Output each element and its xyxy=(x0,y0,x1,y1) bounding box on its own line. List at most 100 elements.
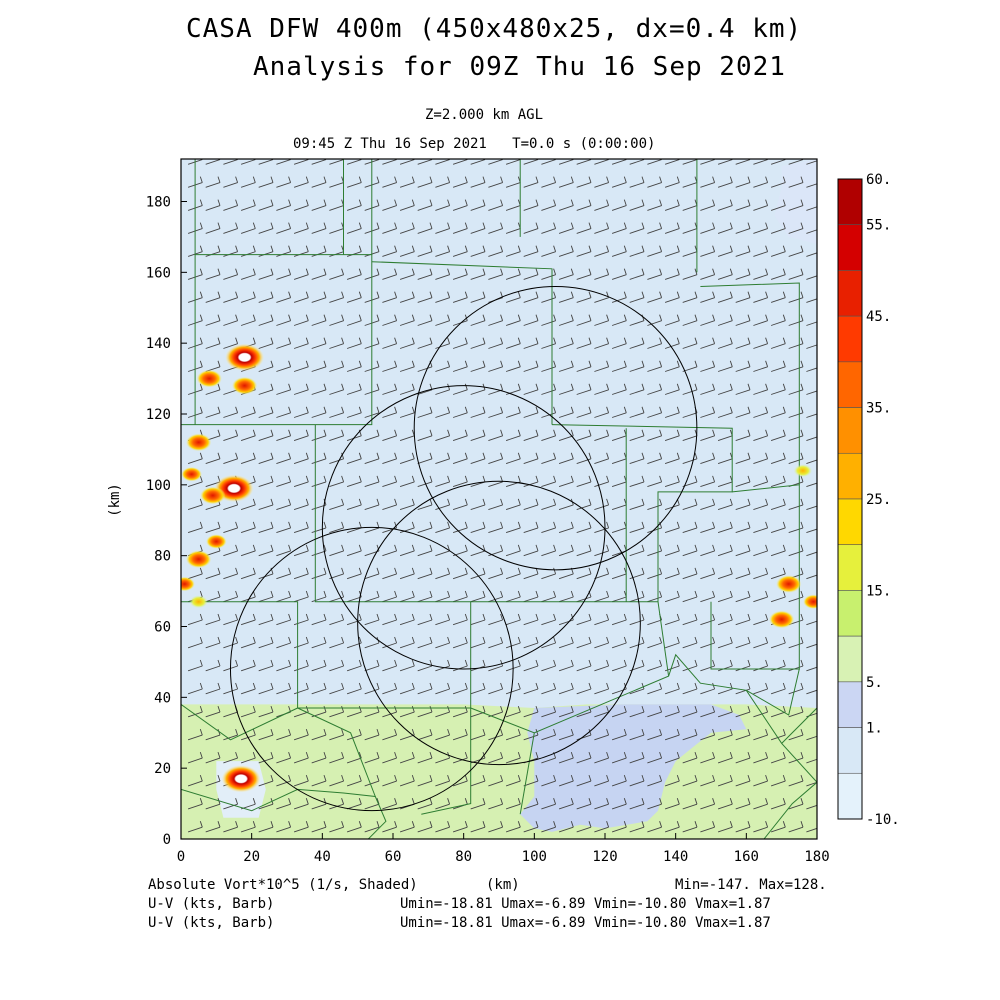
barb-flag xyxy=(819,453,821,459)
barb-flag xyxy=(376,176,380,183)
x-tick-label: 60 xyxy=(385,849,402,865)
barb-flag xyxy=(819,154,821,160)
barb-shaft xyxy=(558,688,574,695)
wind-barb xyxy=(629,590,645,603)
barb-shaft xyxy=(594,297,609,303)
barb-shaft xyxy=(682,504,698,511)
barb-shaft xyxy=(417,596,433,603)
barb-flag xyxy=(800,751,804,759)
barb-flag xyxy=(411,728,415,736)
wind-barb xyxy=(417,245,433,257)
wind-barb xyxy=(735,590,751,603)
barb-flag xyxy=(819,292,821,298)
barb-flag xyxy=(288,751,292,759)
barb-shaft xyxy=(735,642,751,649)
barb-flag xyxy=(500,682,504,690)
wind-barb xyxy=(700,636,716,649)
barb-shaft xyxy=(770,366,786,372)
wind-barb xyxy=(329,159,345,165)
wind-barb xyxy=(435,199,451,211)
barb-shaft xyxy=(735,711,751,718)
colorbar-frame xyxy=(837,178,863,820)
barb-shaft xyxy=(611,159,627,165)
barb-flag xyxy=(517,337,521,344)
wind-barb xyxy=(276,798,292,810)
wind-barb xyxy=(329,383,345,395)
colorbar-label: 25. xyxy=(866,492,891,508)
barb-shaft xyxy=(541,274,556,280)
barb-shaft xyxy=(505,205,521,211)
barb-flag xyxy=(482,475,486,483)
barb-flag xyxy=(252,613,256,621)
barb-shaft xyxy=(647,527,662,534)
barb-flag xyxy=(235,821,239,828)
barb-flag xyxy=(447,659,451,667)
colorbar-swatch xyxy=(837,452,863,500)
wind-barb xyxy=(700,452,716,465)
wind-barb xyxy=(735,613,751,626)
wind-barb xyxy=(770,751,786,764)
wind-barb xyxy=(576,751,592,764)
wind-barb xyxy=(240,176,256,188)
barb-flag xyxy=(588,222,592,229)
wind-barb xyxy=(576,383,592,395)
wind-barb xyxy=(788,774,804,787)
barb-flag xyxy=(252,452,256,459)
barb-shaft xyxy=(735,297,751,303)
wind-barb xyxy=(682,798,698,810)
barb-flag xyxy=(500,498,504,506)
barb-flag xyxy=(747,590,751,598)
barb-shaft xyxy=(611,343,627,349)
wind-barb xyxy=(452,682,468,695)
barb-shaft xyxy=(576,780,592,787)
barb-shaft xyxy=(452,826,468,833)
barb-flag xyxy=(819,407,821,413)
barb-shaft xyxy=(205,527,221,534)
barb-shaft xyxy=(523,711,539,718)
barb-shaft xyxy=(523,734,539,741)
barb-shaft xyxy=(594,435,609,442)
barb-shaft xyxy=(223,757,238,764)
barb-flag xyxy=(782,245,786,252)
barb-shaft xyxy=(717,665,733,672)
barb-shaft xyxy=(417,159,433,165)
wind-barb xyxy=(682,521,698,534)
barb-flag xyxy=(819,706,821,712)
barb-flag xyxy=(729,521,733,529)
wind-barb xyxy=(382,636,398,649)
barb-flag xyxy=(252,337,256,344)
barb-shaft xyxy=(435,573,450,580)
barb-flag xyxy=(641,498,645,506)
barb-flag xyxy=(712,222,716,229)
barb-flag xyxy=(606,176,610,183)
barb-flag xyxy=(588,821,592,828)
barb-shaft xyxy=(682,435,698,442)
wind-barb xyxy=(788,429,804,442)
barb-flag xyxy=(606,245,610,252)
wind-barb xyxy=(770,383,786,395)
barb-flag xyxy=(305,337,309,344)
barb-shaft xyxy=(435,366,450,372)
wind-barb xyxy=(717,798,733,810)
barb-shaft xyxy=(735,757,751,764)
barb-flag xyxy=(270,751,274,759)
barb-flag xyxy=(199,452,203,459)
barb-shaft xyxy=(435,803,450,810)
barb-shaft xyxy=(329,780,344,787)
barb-flag xyxy=(570,659,574,667)
wind-barb xyxy=(541,176,557,188)
barb-shaft xyxy=(788,366,804,372)
barb-flag xyxy=(800,521,804,529)
barb-shaft xyxy=(753,481,768,488)
barb-flag xyxy=(782,337,786,344)
barb-shaft xyxy=(541,642,556,649)
barb-flag xyxy=(623,383,627,390)
barb-shaft xyxy=(700,366,715,372)
barb-shaft xyxy=(417,619,433,626)
wind-barb xyxy=(435,659,451,672)
barb-shaft xyxy=(470,435,486,442)
barb-shaft xyxy=(788,458,804,465)
barb-shaft xyxy=(629,642,645,649)
barb-flag xyxy=(588,176,592,183)
wind-barb xyxy=(258,590,274,603)
